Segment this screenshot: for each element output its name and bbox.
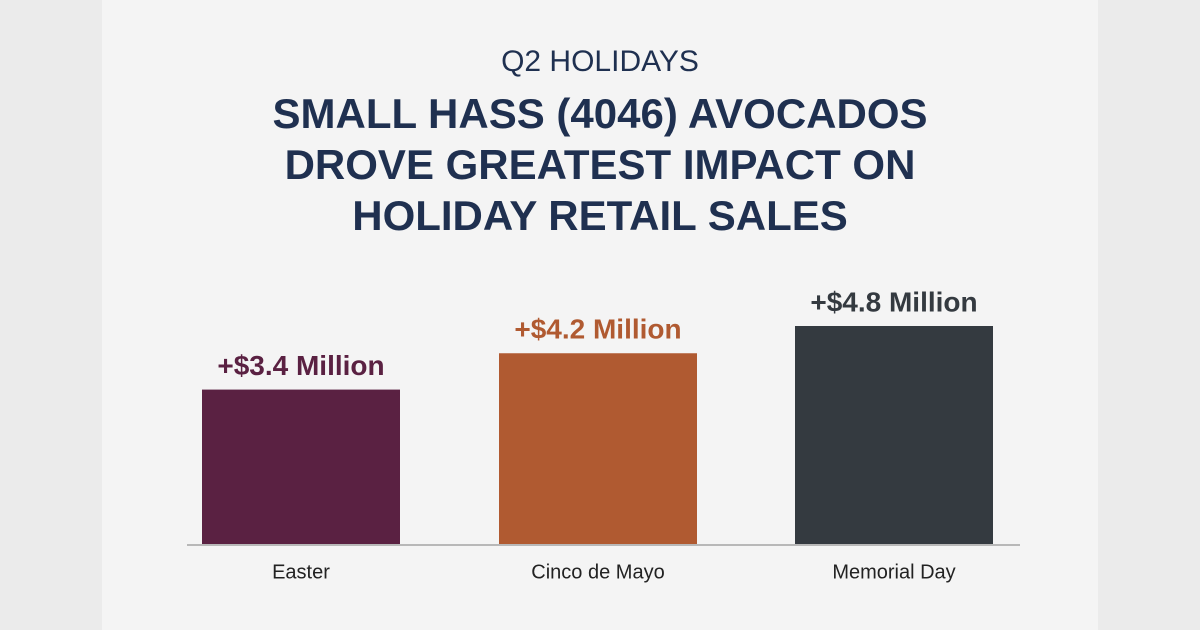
chart-subtitle: Q2 HOLIDAYS xyxy=(501,45,699,78)
x-tick-label: Memorial Day xyxy=(832,561,955,583)
chart-title: SMALL HASS (4046) AVOCADOS xyxy=(273,90,928,137)
chart-title: HOLIDAY RETAIL SALES xyxy=(352,192,848,239)
x-tick-label: Easter xyxy=(272,561,330,583)
bar xyxy=(202,389,400,544)
x-tick-label: Cinco de Mayo xyxy=(531,561,664,583)
bar xyxy=(795,326,993,544)
value-label: +$4.2 Million xyxy=(514,314,681,345)
value-label: +$4.8 Million xyxy=(810,286,977,317)
chart-title: DROVE GREATEST IMPACT ON xyxy=(285,141,916,188)
value-label: +$3.4 Million xyxy=(217,350,384,381)
bar xyxy=(499,353,697,544)
